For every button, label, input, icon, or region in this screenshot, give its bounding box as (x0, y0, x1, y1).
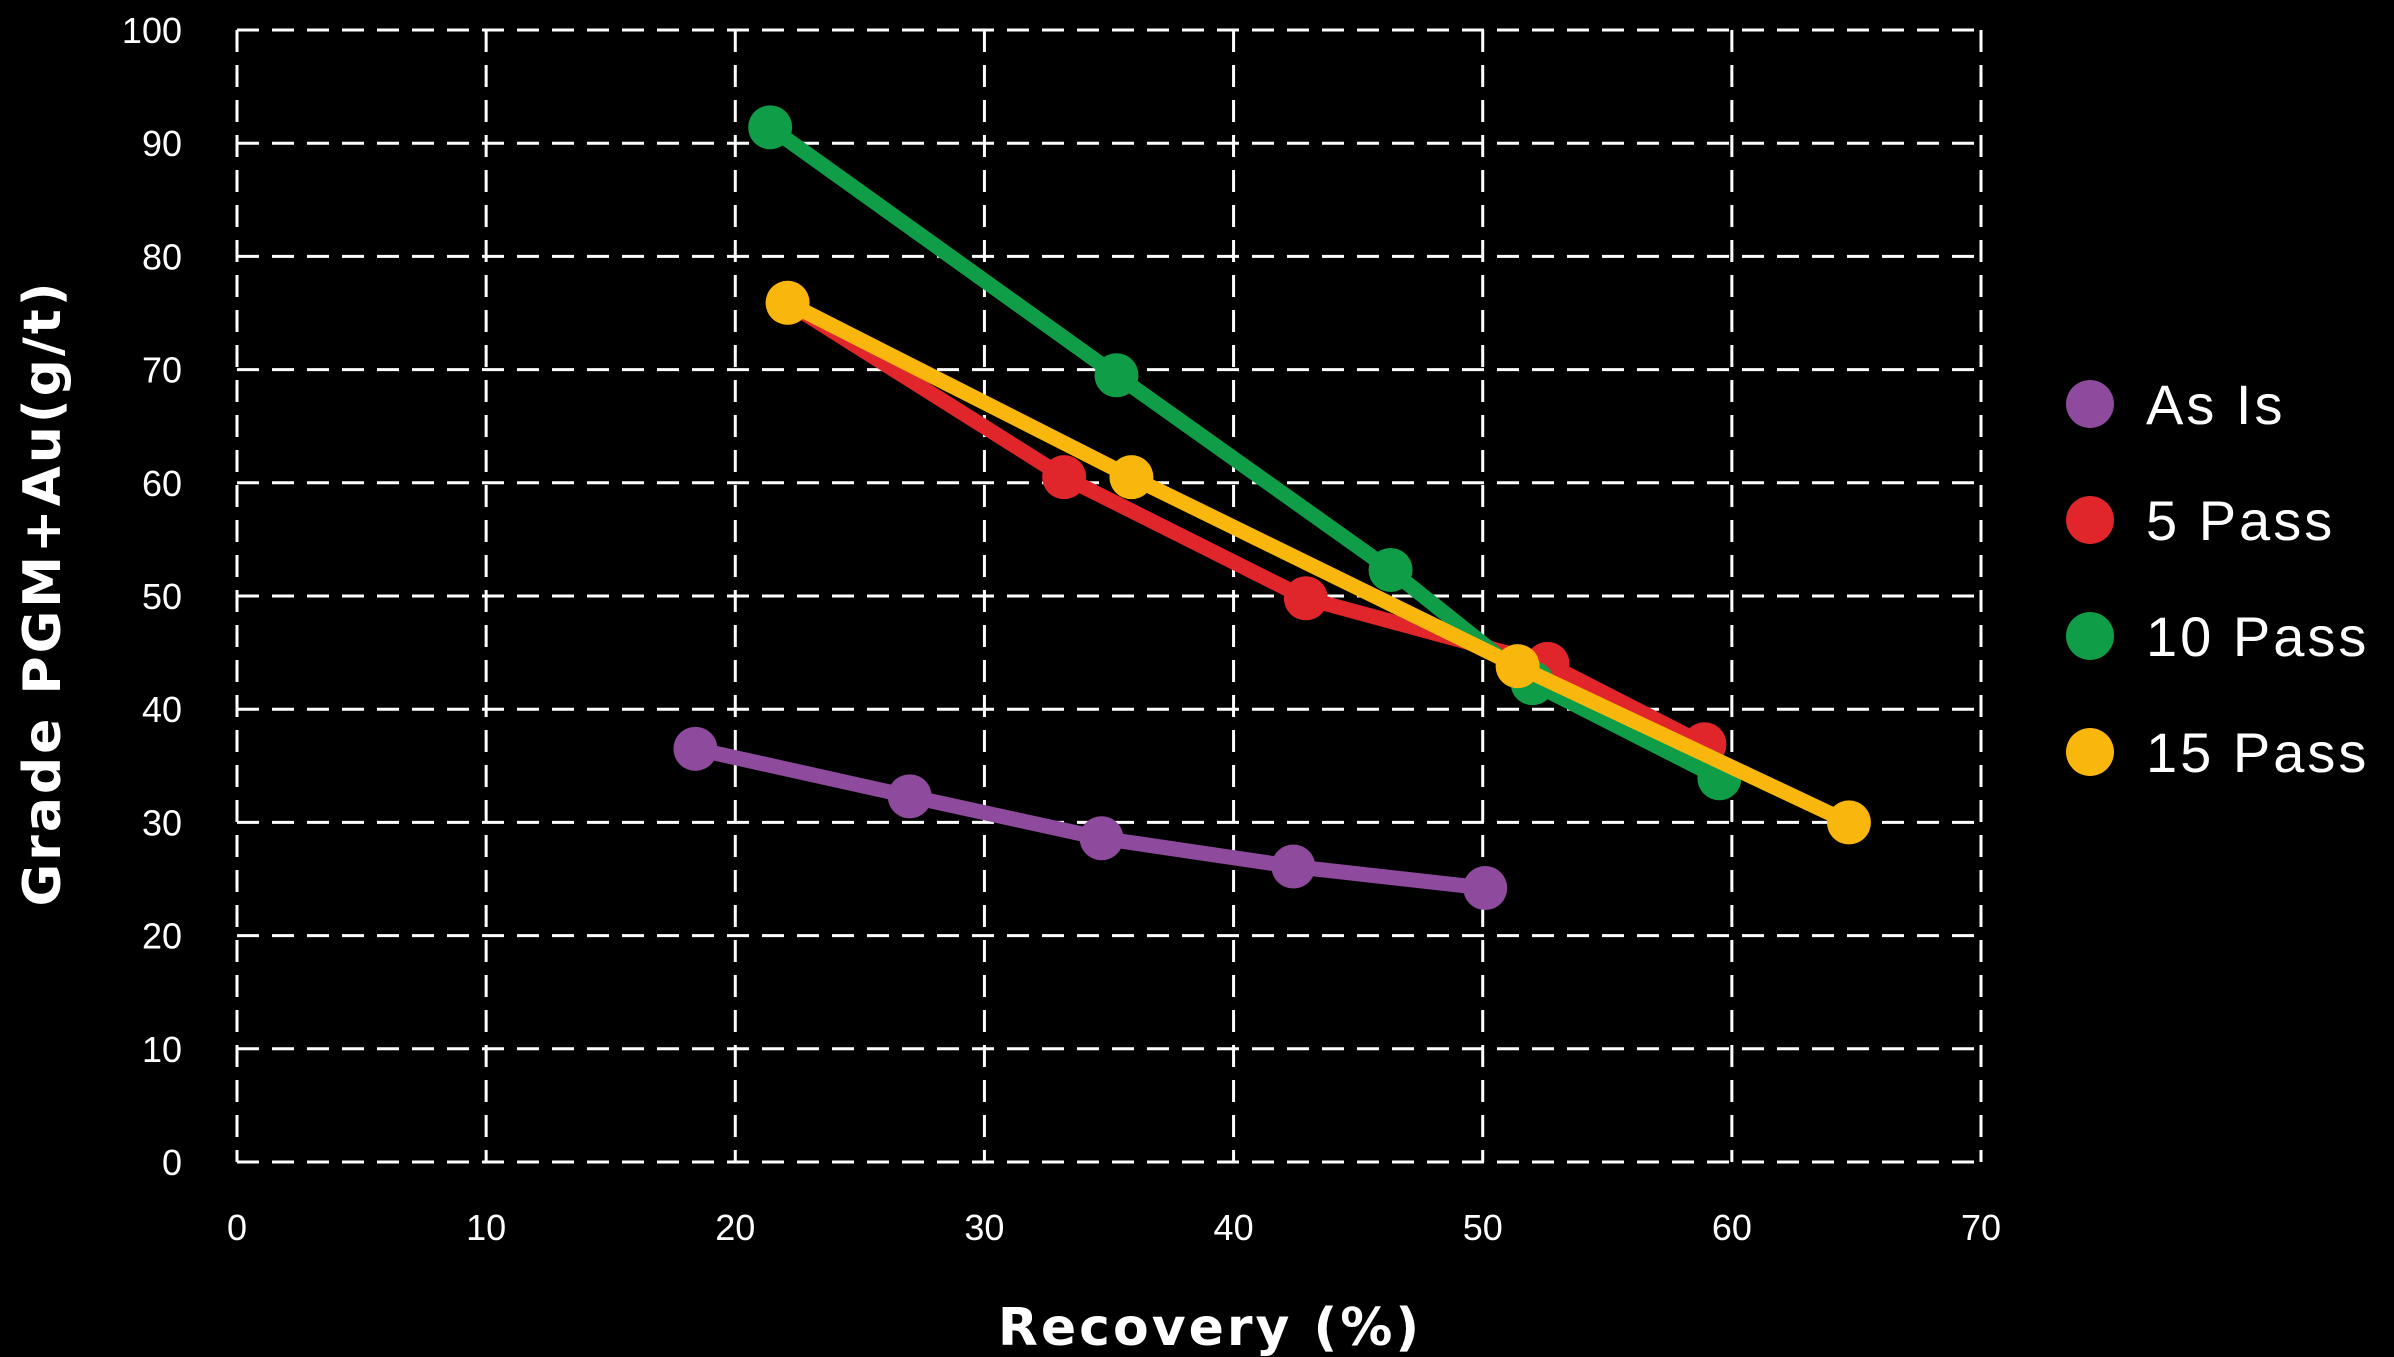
x-tick-label: 0 (227, 1207, 247, 1248)
data-point (765, 280, 810, 325)
data-point (1042, 455, 1087, 500)
series-lines (673, 105, 1871, 911)
y-tick-label: 90 (142, 123, 182, 164)
y-tick-label: 60 (142, 463, 182, 504)
legend-marker (2066, 496, 2114, 544)
data-point (1094, 353, 1139, 398)
x-tick-label: 50 (1463, 1207, 1503, 1248)
x-axis-title: Recovery (%) (998, 1298, 1422, 1357)
y-tick-label: 70 (142, 350, 182, 391)
y-tick-label: 40 (142, 689, 182, 730)
data-point (1079, 816, 1124, 861)
y-tick-label: 0 (162, 1142, 182, 1183)
legend-marker (2066, 380, 2114, 428)
data-point (1495, 644, 1540, 689)
data-point (1463, 866, 1508, 911)
y-tick-label: 80 (142, 236, 182, 277)
y-tick-label: 100 (122, 10, 182, 51)
legend-label: As Is (2146, 373, 2285, 436)
data-point (673, 726, 718, 771)
data-point (1826, 800, 1871, 845)
legend: As Is 5 Pass 10 Pass 15 Pass (2066, 373, 2369, 784)
x-tick-label: 30 (964, 1207, 1004, 1248)
legend-label: 15 Pass (2146, 721, 2369, 784)
series-line (780, 295, 1857, 830)
grid (235, 28, 1983, 1164)
series-15-pass (765, 280, 1871, 845)
legend-item: 5 Pass (2066, 489, 2335, 552)
y-tick-label: 30 (142, 802, 182, 843)
y-tick-label: 10 (142, 1029, 182, 1070)
x-tick-label: 60 (1712, 1207, 1752, 1248)
data-point (1283, 576, 1328, 621)
x-tick-label: 20 (715, 1207, 755, 1248)
y-axis-title: Grade PGM+Au(g/t) (13, 280, 73, 907)
y-tick-label: 20 (142, 916, 182, 957)
axis-ticks: 0 10 20 30 40 50 60 70 0 10 20 30 40 50 60 70 80 90 100 (122, 10, 2001, 1248)
legend-item: As Is (2066, 373, 2285, 436)
x-tick-label: 70 (1961, 1207, 2001, 1248)
legend-label: 10 Pass (2146, 605, 2369, 668)
data-point (887, 774, 932, 819)
x-tick-label: 10 (466, 1207, 506, 1248)
data-point (1271, 844, 1316, 889)
data-point (1109, 455, 1154, 500)
data-point (748, 105, 793, 150)
legend-marker (2066, 728, 2114, 776)
legend-label: 5 Pass (2146, 489, 2335, 552)
x-tick-label: 40 (1214, 1207, 1254, 1248)
legend-marker (2066, 612, 2114, 660)
y-tick-label: 50 (142, 576, 182, 617)
data-point (1368, 547, 1413, 592)
legend-item: 15 Pass (2066, 721, 2369, 784)
legend-item: 10 Pass (2066, 605, 2369, 668)
series-as-is (673, 726, 1508, 911)
